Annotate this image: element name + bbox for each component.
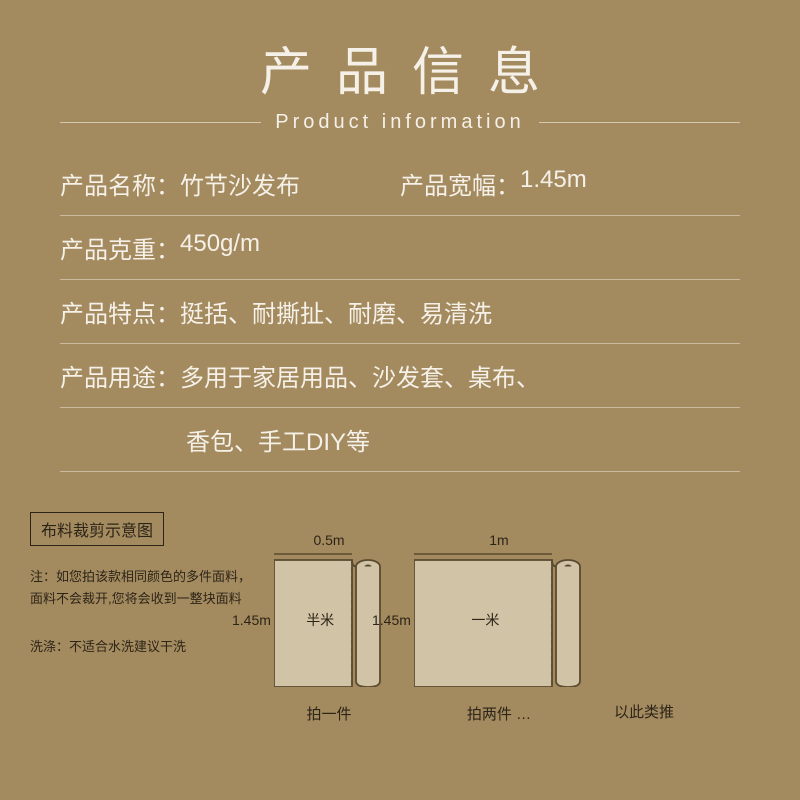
diagram-section: 布料裁剪示意图 注：如您拍该款相同颜色的多件面料，面料不会裁开,您将会收到一整块… [0,492,800,724]
roll-height-label: 1.45m [372,612,411,628]
divider-right [539,122,740,123]
spec-label: 产品宽幅： [400,166,520,201]
spec-value: 挺括、耐撕扯、耐磨、易清洗 [180,294,492,329]
spec-label: 产品名称： [60,166,180,201]
spec-row: 产品克重： 450g/m [60,216,740,280]
roll-one-meter: 1m 1.45m 一米 拍两件 … [414,532,584,724]
page-subtitle: Product information [261,111,538,134]
spec-value: 多用于家居用品、沙发套、桌布、 [180,358,540,393]
spec-value: 竹节沙发布 [180,166,300,201]
spec-label: 产品克重： [60,230,180,265]
spec-row: 产品名称： 竹节沙发布 产品宽幅： 1.45m [60,152,740,216]
spec-label: 产品用途： [60,358,180,393]
diagram-badge: 布料裁剪示意图 [30,512,164,546]
subtitle-row: Product information [60,111,740,134]
note-washing: 洗涤：不适合水洗建议干洗 [30,636,260,658]
roll-caption: 拍两件 … [467,703,531,724]
roll-half-meter: 0.5m 1.45m 半米 拍一件 [274,532,384,724]
spec-continue: 香包、手工DIY等 [60,408,740,472]
spec-row: 产品特点： 挺括、耐撕扯、耐磨、易清洗 [60,280,740,344]
rolls-group: 0.5m 1.45m 半米 拍一件 1m [274,512,770,724]
roll-center-label: 一米 [471,610,499,630]
note-label: 洗涤： [30,636,69,658]
roll-caption: 拍一件 [306,703,351,724]
roll-width-label: 1m [489,532,508,548]
note-cutting: 注：如您拍该款相同颜色的多件面料，面料不会裁开,您将会收到一整块面料 [30,566,260,610]
note-label: 注： [30,566,56,588]
and-so-on-label: 以此类推 [614,701,674,722]
note-body: 不适合水洗建议干洗 [69,639,186,654]
roll-width-label: 0.5m [313,532,344,548]
note-body: 如您拍该款相同颜色的多件面料，面料不会裁开,您将会收到一整块面料 [30,569,251,606]
spec-value: 1.45m [520,166,587,201]
roll-center-label: 半米 [306,610,334,630]
page-title: 产品信息 [60,30,740,105]
spec-label: 产品特点： [60,294,180,329]
divider-left [60,122,261,123]
spec-value: 450g/m [180,230,260,265]
spec-row: 产品用途： 多用于家居用品、沙发套、桌布、 [60,344,740,408]
roll-height-label: 1.45m [232,612,271,628]
